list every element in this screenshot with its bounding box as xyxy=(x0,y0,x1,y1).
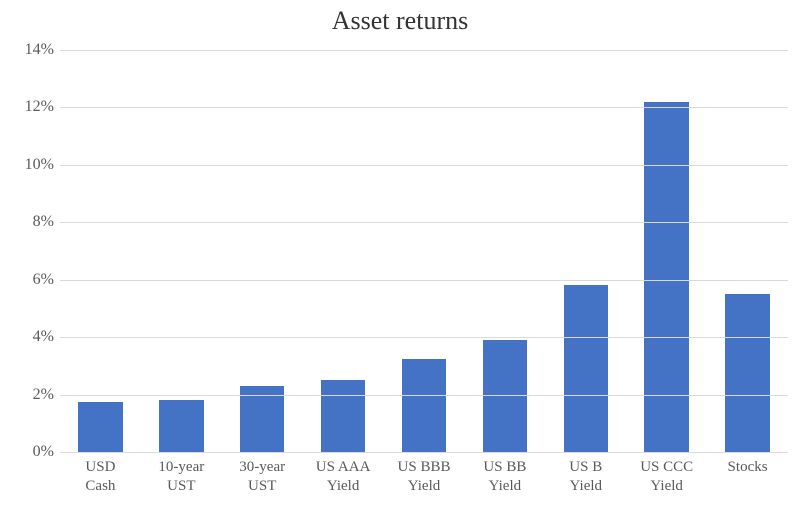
x-tick-label: Stocks xyxy=(707,458,788,477)
x-tick-label: US CCCYield xyxy=(626,458,707,496)
bar-slot: US BBYield xyxy=(464,50,545,452)
bar xyxy=(159,400,203,452)
x-tick-label: 10-yearUST xyxy=(141,458,222,496)
x-tick-label: US BBBYield xyxy=(384,458,465,496)
bar xyxy=(483,340,527,452)
gridline xyxy=(60,452,788,453)
y-tick-label: 0% xyxy=(8,443,54,461)
x-tick-label: USDCash xyxy=(60,458,141,496)
x-tick-label: US AAAYield xyxy=(303,458,384,496)
bar-slot: US CCCYield xyxy=(626,50,707,452)
bar-slot: 30-yearUST xyxy=(222,50,303,452)
bar-slot: US AAAYield xyxy=(303,50,384,452)
bars-container: USDCash10-yearUST30-yearUSTUS AAAYieldUS… xyxy=(60,50,788,452)
y-tick-label: 2% xyxy=(8,386,54,404)
y-tick-label: 4% xyxy=(8,328,54,346)
x-tick-label: US BBYield xyxy=(464,458,545,496)
x-tick-label: US BYield xyxy=(545,458,626,496)
bar xyxy=(644,102,688,452)
y-tick-label: 12% xyxy=(8,98,54,116)
bar xyxy=(564,285,608,452)
y-tick-label: 8% xyxy=(8,213,54,231)
plot-area: USDCash10-yearUST30-yearUSTUS AAAYieldUS… xyxy=(60,50,788,453)
y-tick-label: 6% xyxy=(8,271,54,289)
bar xyxy=(78,402,122,452)
y-tick-label: 10% xyxy=(8,156,54,174)
bar-slot: USDCash xyxy=(60,50,141,452)
chart-title: Asset returns xyxy=(0,6,800,36)
bar xyxy=(321,380,365,452)
y-tick-label: 14% xyxy=(8,41,54,59)
bar-slot: US BBBYield xyxy=(384,50,465,452)
bar-slot: Stocks xyxy=(707,50,788,452)
bar xyxy=(240,386,284,452)
bar-slot: 10-yearUST xyxy=(141,50,222,452)
bar-slot: US BYield xyxy=(545,50,626,452)
bar xyxy=(725,294,769,452)
asset-returns-chart: Asset returns USDCash10-yearUST30-yearUS… xyxy=(0,0,800,521)
bar xyxy=(402,359,446,452)
x-tick-label: 30-yearUST xyxy=(222,458,303,496)
